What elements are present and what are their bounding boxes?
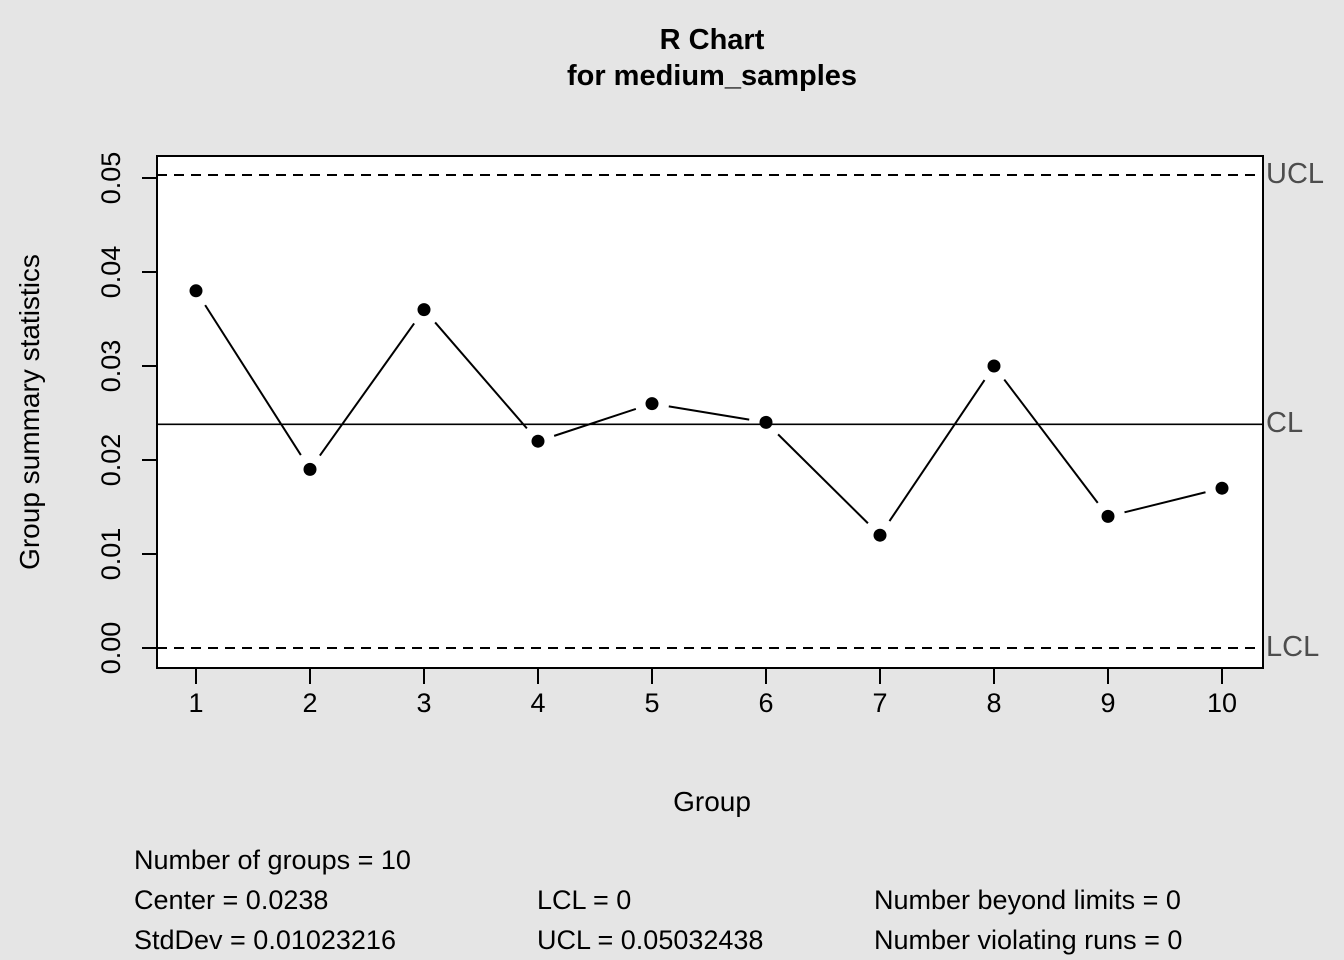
- y-axis-title: Group summary statistics: [14, 254, 45, 570]
- stat-ucl: UCL = 0.05032438: [537, 925, 764, 955]
- data-point-8: [987, 359, 1001, 373]
- data-point-10: [1215, 481, 1229, 495]
- series-segment: [434, 321, 528, 430]
- data-point-2: [303, 462, 317, 476]
- y-tick-label: 0.00: [96, 622, 126, 675]
- x-tick-label: 7: [872, 688, 887, 718]
- x-axis-title: Group: [673, 786, 751, 817]
- stat-beyond-limits: Number beyond limits = 0: [874, 885, 1181, 915]
- stat-lcl: LCL = 0: [537, 885, 632, 915]
- stats-column-left: Number of groups = 10 Center = 0.0238 St…: [134, 840, 411, 960]
- plot-border: [156, 155, 1264, 669]
- x-tick-label: 5: [644, 688, 659, 718]
- x-tick-label: 10: [1207, 688, 1237, 718]
- ucl-line-label: UCL: [1266, 157, 1325, 190]
- series-segment: [888, 379, 986, 522]
- data-point-9: [1101, 509, 1115, 523]
- chart-title-line1: R Chart: [659, 24, 765, 56]
- stat-center: Center = 0.0238: [134, 885, 329, 915]
- data-point-1: [189, 284, 203, 298]
- cl-line-label: CL: [1266, 406, 1304, 439]
- stats-column-right: Number beyond limits = 0 Number violatin…: [874, 880, 1182, 960]
- x-tick-label: 6: [758, 688, 773, 718]
- series-segment: [668, 405, 750, 421]
- x-tick-label: 1: [188, 688, 203, 718]
- series-segment: [1124, 491, 1206, 514]
- stat-number-of-groups: Number of groups = 10: [134, 845, 411, 875]
- series-segment: [204, 304, 302, 456]
- data-point-5: [645, 397, 659, 411]
- x-tick-label: 3: [416, 688, 431, 718]
- x-tick-label: 4: [530, 688, 545, 718]
- series-segment: [777, 433, 869, 524]
- x-tick-label: 2: [302, 688, 317, 718]
- y-tick-label: 0.05: [96, 152, 126, 205]
- lcl-line-label: LCL: [1266, 630, 1320, 663]
- data-point-6: [759, 415, 773, 429]
- stats-column-middle: LCL = 0 UCL = 0.05032438: [537, 880, 763, 960]
- stat-violating-runs: Number violating runs = 0: [874, 925, 1183, 955]
- data-point-7: [873, 528, 887, 542]
- y-tick-label: 0.02: [96, 434, 126, 487]
- series-segment: [1003, 378, 1099, 504]
- data-point-3: [417, 303, 431, 317]
- series-segment: [319, 322, 415, 457]
- chart-title-line2: for medium_samples: [566, 60, 858, 92]
- stat-stddev: StdDev = 0.01023216: [134, 925, 396, 955]
- x-tick-label: 8: [986, 688, 1001, 718]
- y-tick-label: 0.01: [96, 528, 126, 581]
- data-point-4: [531, 434, 545, 448]
- y-tick-label: 0.03: [96, 340, 126, 393]
- x-tick-label: 9: [1100, 688, 1115, 718]
- y-tick-label: 0.04: [96, 246, 126, 299]
- series-segment: [553, 407, 637, 437]
